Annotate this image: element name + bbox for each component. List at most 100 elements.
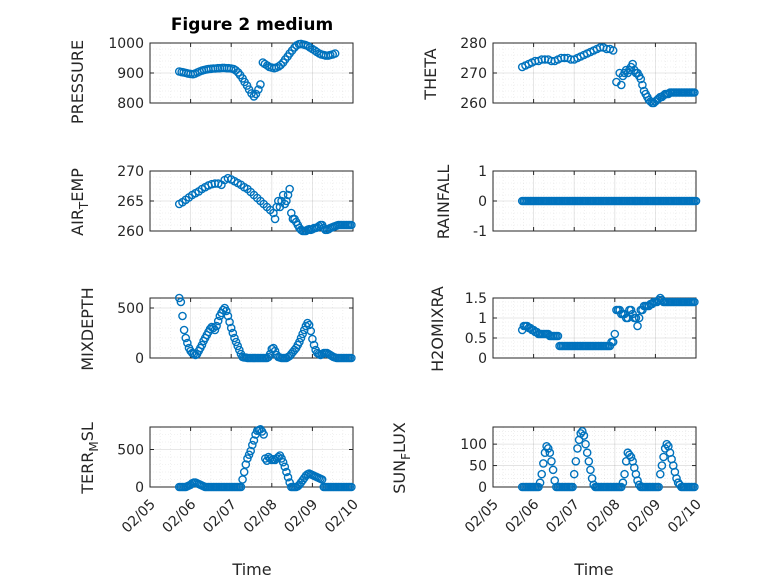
axes-sun-flux	[492, 426, 697, 488]
data-point	[655, 469, 665, 479]
data-point	[303, 318, 312, 328]
ylabel-h2omixra: H2OMIXRA	[428, 286, 447, 372]
data-point	[672, 474, 681, 483]
data-point	[626, 305, 636, 315]
data-point	[569, 469, 579, 479]
data-point	[573, 444, 582, 453]
data-point	[308, 334, 317, 344]
ylabel-terr-tail: SL	[78, 422, 97, 441]
ytick-label: 500	[117, 443, 144, 459]
data-point	[272, 202, 281, 212]
data-point	[296, 333, 306, 343]
data-point	[581, 439, 590, 449]
ylabel-sun-sub: F	[399, 453, 413, 460]
data-point	[222, 306, 231, 316]
data-point	[556, 53, 566, 63]
data-point	[571, 456, 581, 466]
ylabel-terr-main: TERR	[78, 452, 97, 495]
data-point	[213, 316, 223, 326]
data-point	[539, 459, 548, 468]
data-point	[347, 353, 356, 363]
data-point	[548, 465, 558, 475]
subplot-pressure: 800 900 1000	[108, 36, 354, 112]
ytick-label: 0	[478, 480, 487, 496]
ylabel-air-temp-main: AIR	[68, 209, 87, 236]
ylabel-terr-msl: TERRMSL	[78, 422, 101, 495]
data-point	[249, 436, 259, 445]
data-point	[638, 80, 647, 90]
data-point	[265, 454, 275, 463]
ytick-label: 265	[117, 194, 144, 210]
data-point	[662, 439, 672, 449]
ylabel-terr-sub: M	[87, 441, 101, 451]
grid-sun-flux	[492, 426, 697, 488]
ylabel-sun-flux: SUNFLUX	[390, 422, 413, 494]
ytick-label: 280	[460, 36, 487, 52]
data-point	[249, 92, 259, 101]
subplot-rainfall: -1 0 1	[473, 164, 701, 240]
data-point	[282, 467, 291, 477]
data-point	[543, 444, 553, 453]
data-point	[568, 482, 577, 492]
ytick-label: 0	[478, 194, 487, 210]
ytick-label: 1	[478, 164, 487, 180]
data-point	[282, 196, 291, 206]
ytick-label: 500	[117, 301, 144, 317]
data-point	[654, 482, 663, 492]
ytick-label: 1	[478, 311, 487, 327]
data-point	[176, 297, 186, 307]
subplot-grid: 8009001000260270280260265270-101050000.5…	[108, 36, 704, 536]
data-point	[657, 461, 667, 470]
data-point	[248, 440, 257, 450]
data-point	[634, 313, 644, 323]
subplot-mixdepth: 0 500	[117, 293, 356, 367]
data-point	[628, 59, 637, 69]
data-point	[304, 320, 314, 330]
data-point	[197, 340, 207, 350]
data-point	[547, 456, 556, 466]
data-point	[618, 478, 628, 488]
data-point	[179, 325, 189, 335]
subplot-h2omixra: 0 0.5 1 1.5	[465, 291, 699, 367]
data-point	[610, 329, 620, 339]
data-point	[620, 469, 629, 479]
ylabel-air-temp: AIRTEMP	[68, 168, 91, 236]
data-point	[621, 456, 631, 466]
data-point	[691, 196, 701, 206]
data-point	[295, 337, 304, 347]
data-point	[578, 426, 587, 436]
data-point	[579, 431, 589, 440]
figure-title: Figure 2 medium	[171, 15, 333, 35]
data-point	[690, 482, 699, 492]
data-point	[225, 317, 234, 327]
ylabel-air-temp-sub: T	[77, 201, 91, 210]
data-point	[616, 482, 626, 492]
data-point	[633, 476, 642, 485]
ytick-label: 800	[117, 96, 144, 112]
ytick-label: 0	[135, 480, 144, 496]
data-point	[298, 329, 307, 339]
data-point	[212, 321, 221, 331]
data-point	[276, 60, 286, 70]
ylabel-pressure: PRESSURE	[68, 40, 87, 124]
data-point	[246, 446, 255, 456]
data-point	[330, 49, 340, 58]
data-point	[283, 472, 293, 482]
data-point	[285, 184, 294, 194]
data-point	[626, 452, 636, 462]
data-point	[545, 448, 555, 458]
data-point	[241, 460, 251, 469]
data-point	[306, 326, 316, 336]
ytick-label: -1	[473, 224, 487, 240]
data-point	[690, 297, 699, 307]
data-point	[183, 338, 192, 348]
ylabel-theta: THETA	[421, 48, 440, 100]
data-point	[226, 323, 236, 333]
data-point	[231, 337, 241, 347]
ytick-label: 270	[117, 164, 144, 180]
data-point	[233, 341, 242, 351]
data-point	[586, 465, 595, 475]
data-point	[537, 55, 547, 64]
data-point	[223, 311, 233, 321]
